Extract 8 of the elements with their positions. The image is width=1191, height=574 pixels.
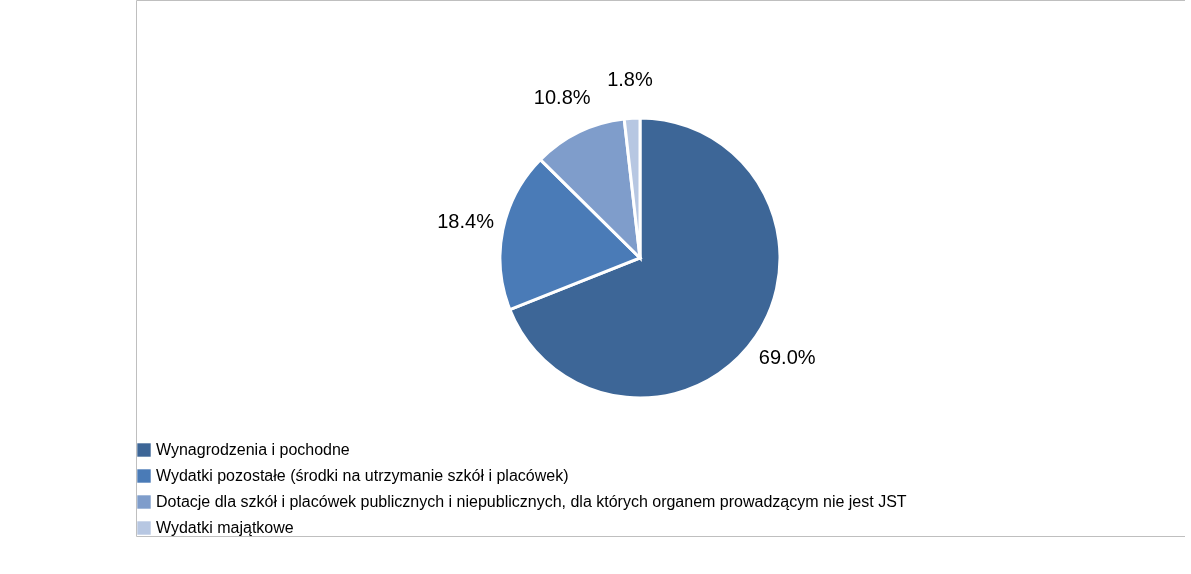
legend-label: Wynagrodzenia i pochodne <box>156 441 350 458</box>
legend-label: Wydatki pozostałe (środki na utrzymanie szkół i placówek) <box>156 467 569 484</box>
legend-label: Wydatki majątkowe <box>156 519 294 536</box>
legend-label: Dotacje dla szkół i placówek publicznych i niepublicznych, dla których organem prowadzącym nie jest JST <box>156 493 907 510</box>
data-label: 10.8% <box>533 85 591 108</box>
data-label: 1.8% <box>607 68 653 91</box>
data-label: 69.0% <box>758 346 816 369</box>
data-label: 18.4% <box>437 210 495 233</box>
